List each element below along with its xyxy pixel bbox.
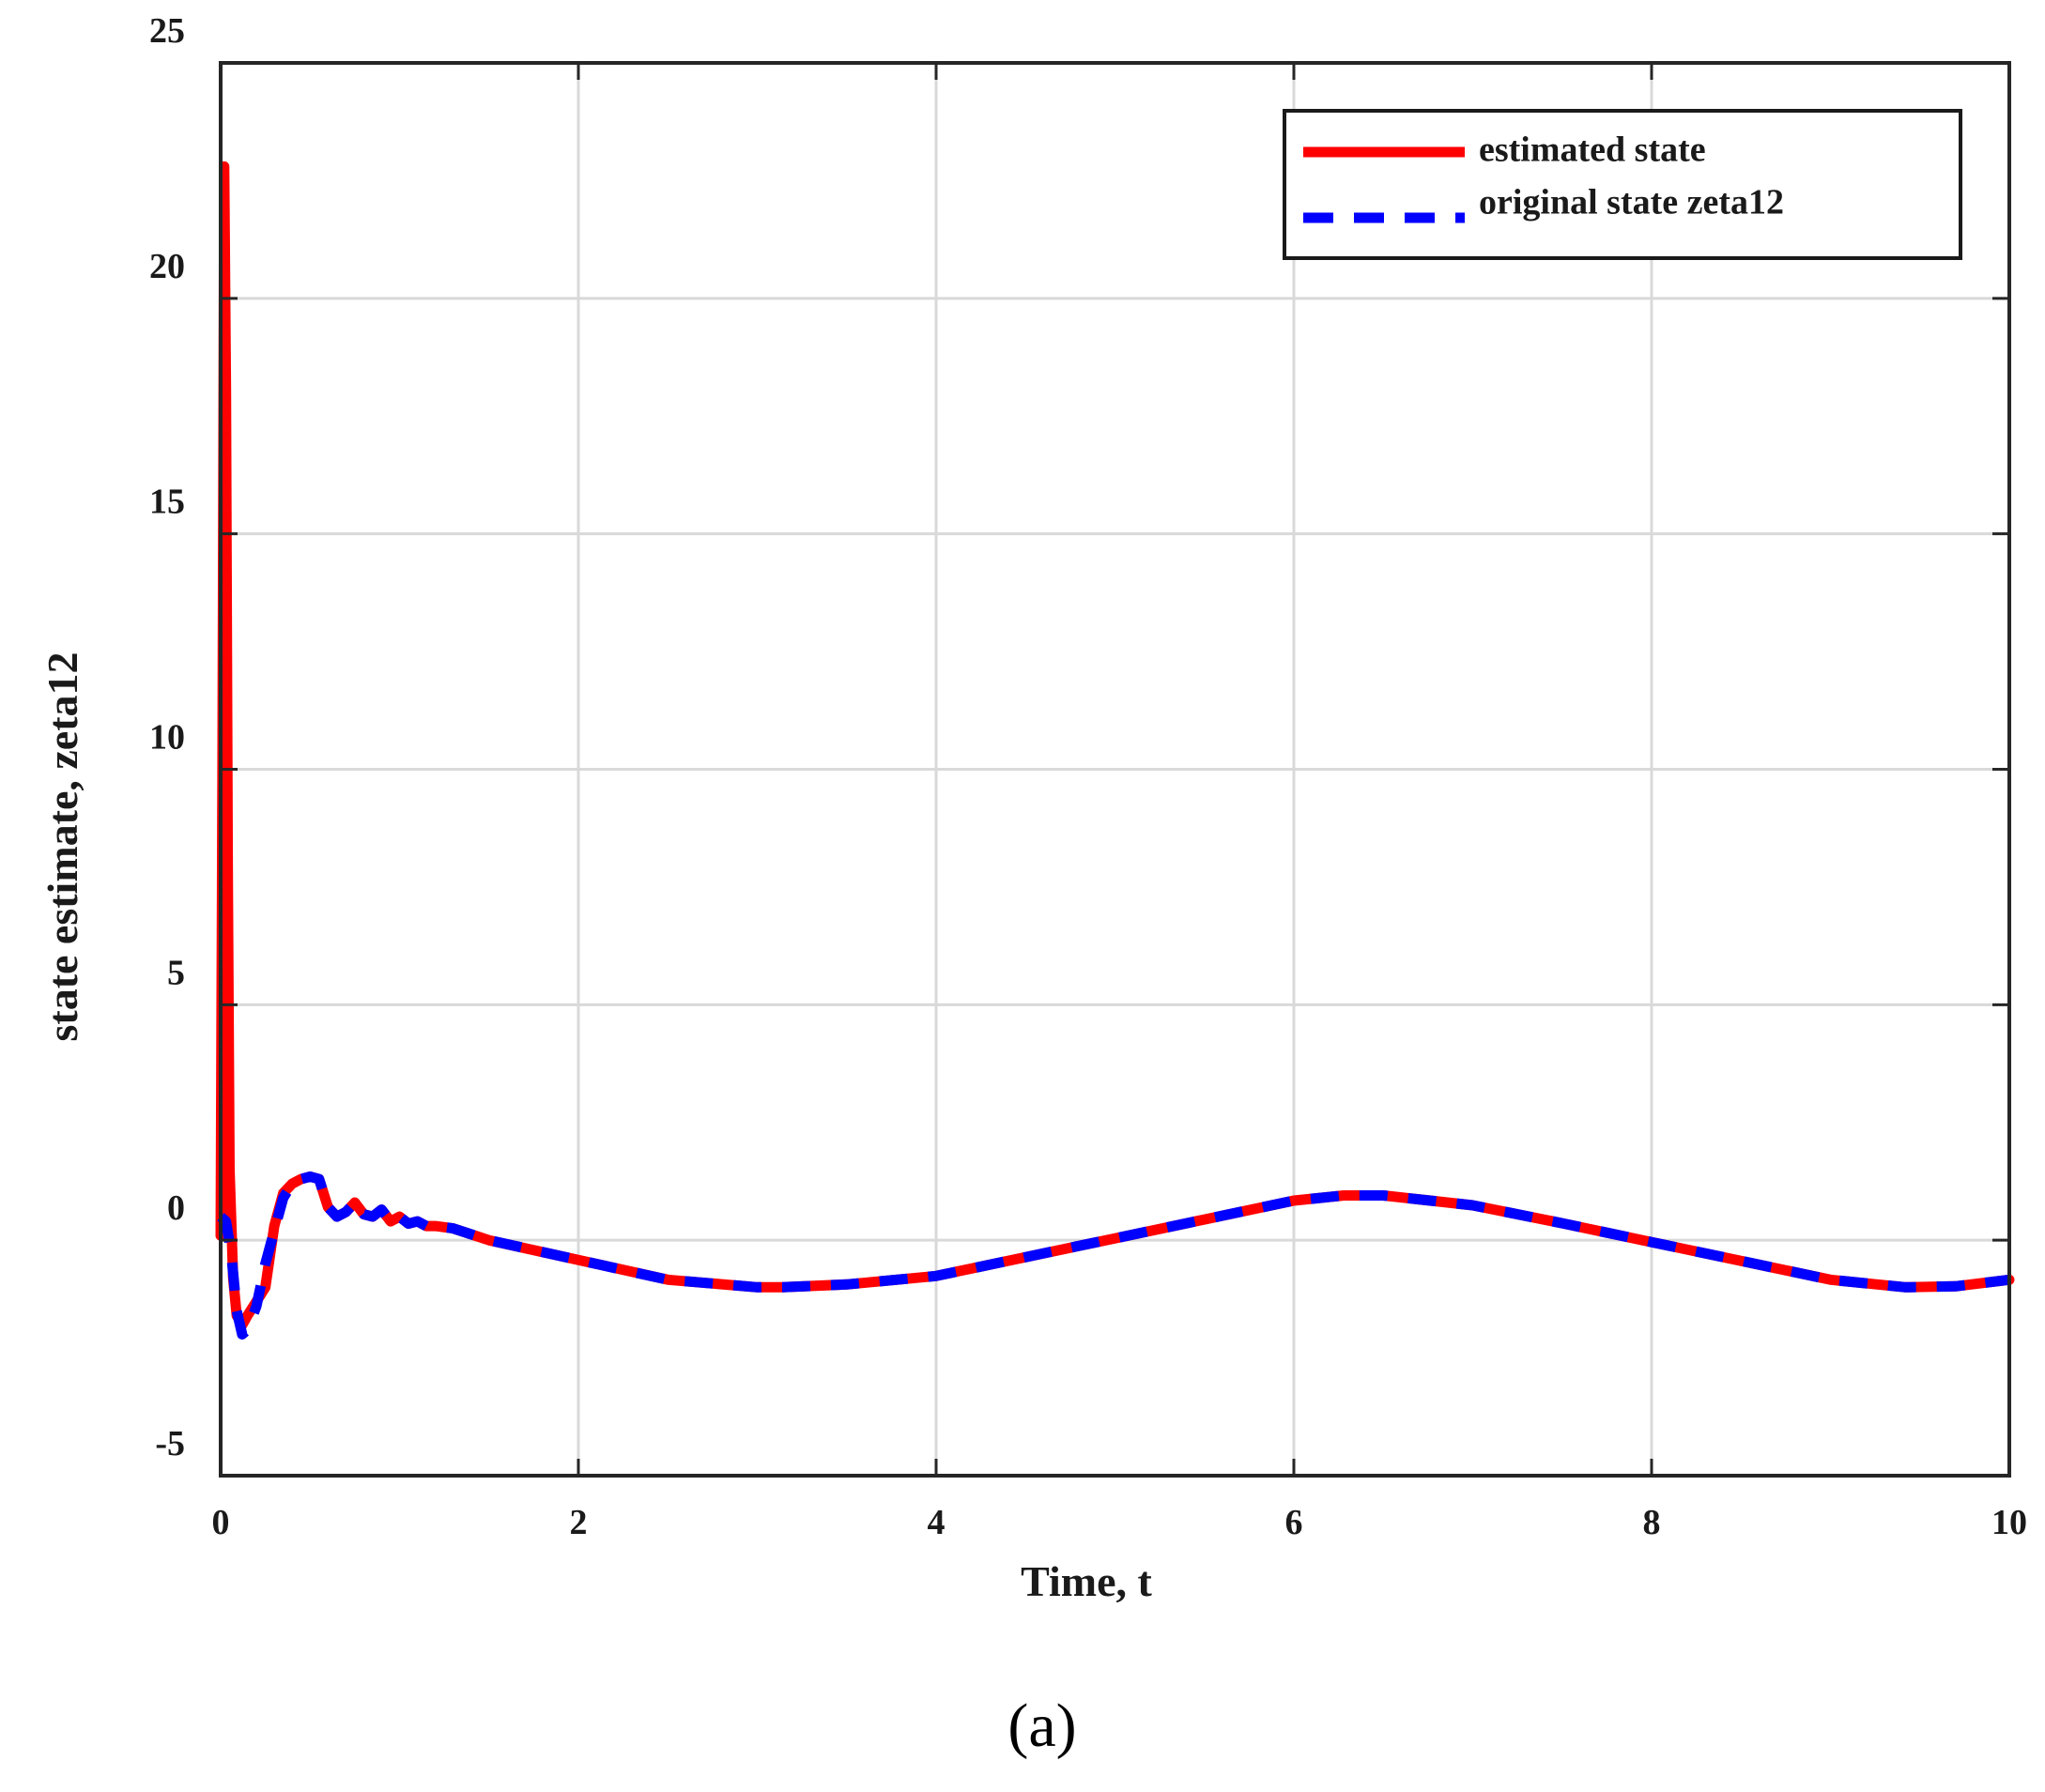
x-tick-label: 10	[1991, 1503, 2027, 1542]
legend: estimated state original state zeta12	[1283, 109, 1962, 260]
y-tick-label: 0	[167, 1188, 185, 1228]
legend-box	[1283, 109, 1962, 260]
x-axis-label: Time, t	[1021, 1557, 1152, 1605]
legend-label-estimated: estimated state	[1479, 130, 1706, 170]
y-tick-label: 10	[149, 718, 185, 758]
y-tick-label: 15	[149, 482, 185, 522]
x-tick-label: 0	[212, 1503, 230, 1542]
x-tick-label: 6	[1285, 1503, 1303, 1542]
y-tick-label: 5	[167, 953, 185, 992]
y-tick-label: -5	[155, 1424, 185, 1463]
x-tick-label: 8	[1643, 1503, 1661, 1542]
y-tick-label: 25	[149, 11, 185, 51]
legend-label-original: original state zeta12	[1479, 183, 1784, 222]
ticks: 0 2 4 6 8 10 -5 0 5 10 15 20 25	[149, 11, 2027, 1542]
y-axis-label: state estimate, zeta12	[38, 651, 86, 1041]
figure-caption: (a)	[1007, 1692, 1076, 1760]
series-layer	[215, 161, 2015, 1340]
x-tick-label: 2	[570, 1503, 588, 1542]
y-tick-label: 20	[149, 247, 185, 286]
x-tick-label: 4	[928, 1503, 946, 1542]
series-line-estimated-state	[215, 161, 2015, 1330]
series-line-original-state	[217, 1171, 2010, 1340]
